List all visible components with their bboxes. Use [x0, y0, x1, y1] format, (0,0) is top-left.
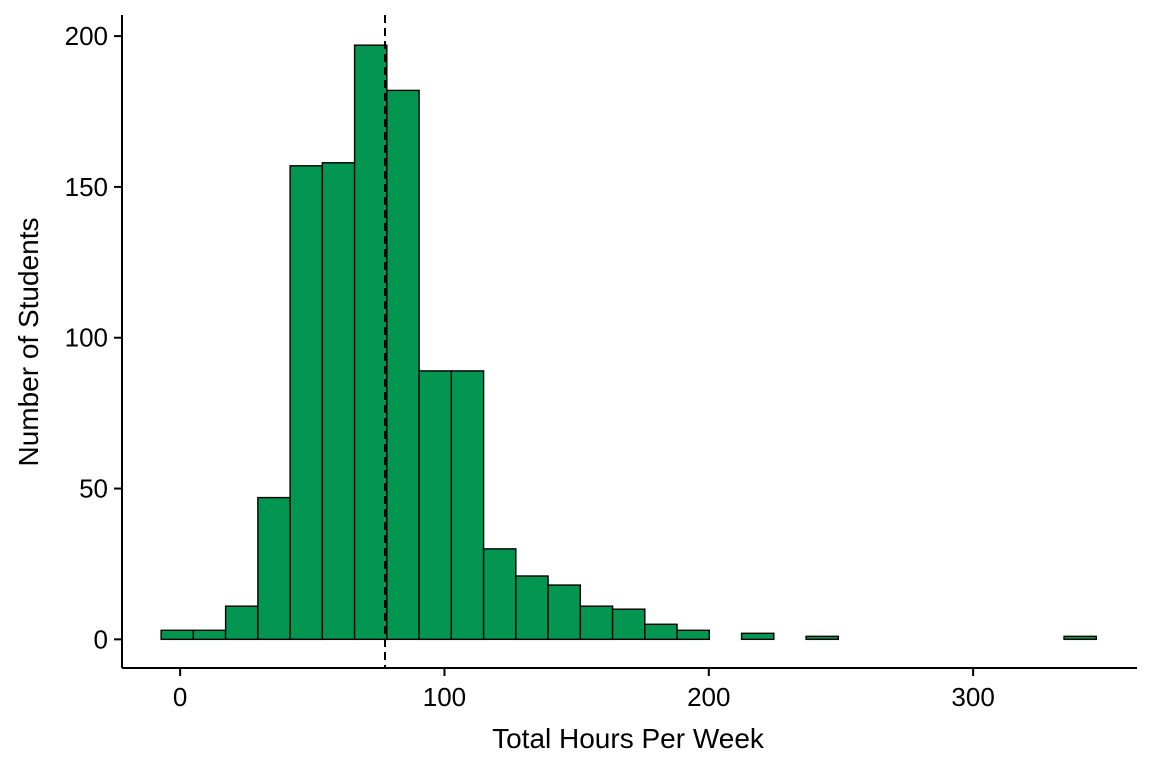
histogram-bar [450, 370, 485, 641]
histogram-bar [676, 629, 711, 641]
y-tick-label: 100 [65, 323, 108, 353]
y-tick-label: 150 [65, 172, 108, 202]
histogram-bar [289, 165, 324, 641]
histogram-bar [160, 629, 195, 641]
histogram-bar [515, 575, 549, 641]
ticks-layer: 0 100 200 300 0 50 100 150 200 [65, 21, 995, 712]
histogram-bar [740, 632, 775, 641]
histogram-bar [482, 548, 517, 641]
histogram-bar [579, 605, 614, 641]
histogram-bar [321, 162, 356, 641]
y-tick-label: 0 [94, 624, 108, 654]
histogram-bar [386, 89, 420, 641]
histogram-bar [547, 584, 582, 641]
x-axis-title: Total Hours Per Week [492, 723, 765, 754]
x-tick-label: 100 [423, 682, 466, 712]
x-tick-label: 0 [173, 682, 187, 712]
x-tick-label: 200 [687, 682, 730, 712]
histogram-bar [224, 605, 259, 641]
y-tick-label: 200 [65, 21, 108, 51]
histogram-bar [611, 608, 646, 641]
axes-layer [121, 15, 1137, 669]
y-tick-label: 50 [79, 474, 108, 504]
histogram-bar [418, 370, 453, 641]
histogram-bar [192, 629, 227, 641]
histogram-bar [257, 496, 291, 641]
histogram-bar [353, 44, 388, 641]
histogram-bar [805, 635, 840, 641]
x-tick-label: 300 [951, 682, 994, 712]
y-axis-title: Number of Students [13, 217, 44, 466]
histogram-bar [1063, 635, 1098, 641]
histogram-bar [644, 623, 678, 641]
bars-layer [160, 44, 1098, 641]
